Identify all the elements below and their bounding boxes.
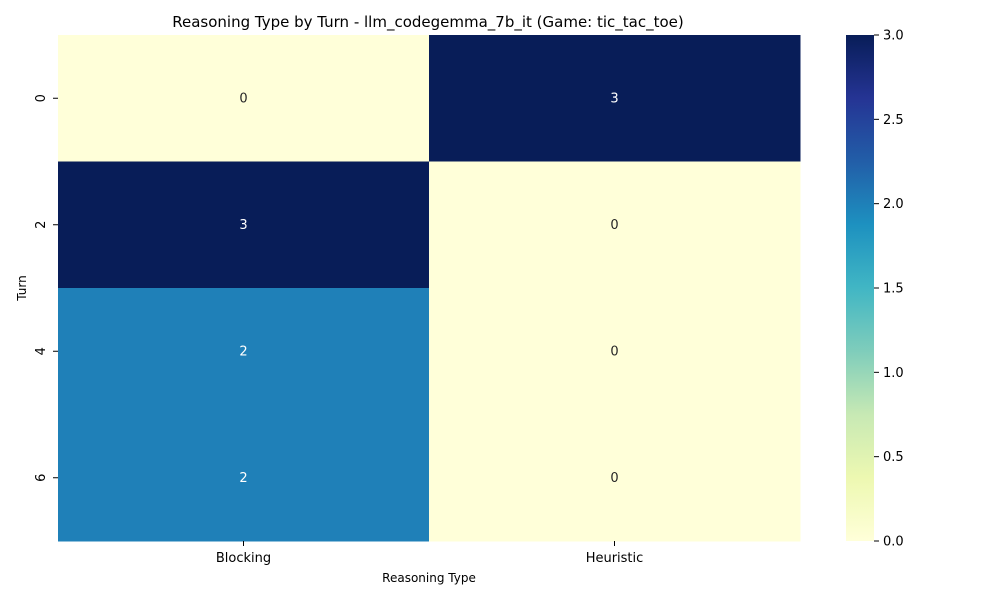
heatmap-cell	[58, 161, 430, 289]
colorbar-tick-label: 0.5	[883, 450, 904, 465]
cell-value-label: 3	[610, 91, 618, 106]
cell-value-label: 3	[239, 218, 247, 233]
colorbar	[846, 35, 874, 541]
heatmap-cell	[429, 288, 801, 415]
colorbar-tick-label: 2.0	[883, 197, 904, 212]
y-tick-label: 6	[34, 474, 49, 482]
x-tick-label: Heuristic	[586, 551, 644, 566]
heatmap-cell	[429, 161, 801, 289]
colorbar-tick-label: 2.5	[883, 113, 904, 128]
x-axis-label: Reasoning Type	[382, 571, 476, 585]
cell-value-label: 0	[610, 218, 618, 233]
chart-title: Reasoning Type by Turn - llm_codegemma_7…	[172, 13, 684, 32]
heatmap-cell	[429, 35, 801, 162]
y-axis-ticks: 0 2 4 6	[34, 94, 58, 482]
colorbar-tick-label: 0.0	[883, 535, 904, 550]
heatmap-cell	[58, 414, 430, 542]
y-tick-label: 2	[34, 221, 49, 229]
colorbar-tick-label: 1.0	[883, 366, 904, 381]
y-axis-label: Turn	[15, 275, 29, 301]
colorbar-tick-label: 3.0	[883, 29, 904, 44]
cell-value-label: 2	[239, 344, 247, 359]
heatmap-cell	[429, 414, 801, 542]
heatmap-cell	[58, 288, 430, 415]
heatmap-cells: 0 3 3 0 2 0 2 0	[58, 35, 801, 542]
cell-value-label: 0	[239, 91, 247, 106]
y-tick-label: 4	[34, 347, 49, 355]
cell-value-label: 0	[610, 471, 618, 486]
heatmap-cell	[58, 35, 430, 162]
cell-value-label: 2	[239, 471, 247, 486]
x-tick-label: Blocking	[216, 551, 271, 566]
colorbar-tick-label: 1.5	[883, 282, 904, 297]
cell-value-label: 0	[610, 344, 618, 359]
y-tick-label: 0	[34, 94, 49, 102]
x-axis-ticks: Blocking Heuristic	[216, 541, 643, 566]
colorbar-ticks: 0.0 0.5 1.0 1.5 2.0 2.5 3.0	[874, 29, 904, 550]
